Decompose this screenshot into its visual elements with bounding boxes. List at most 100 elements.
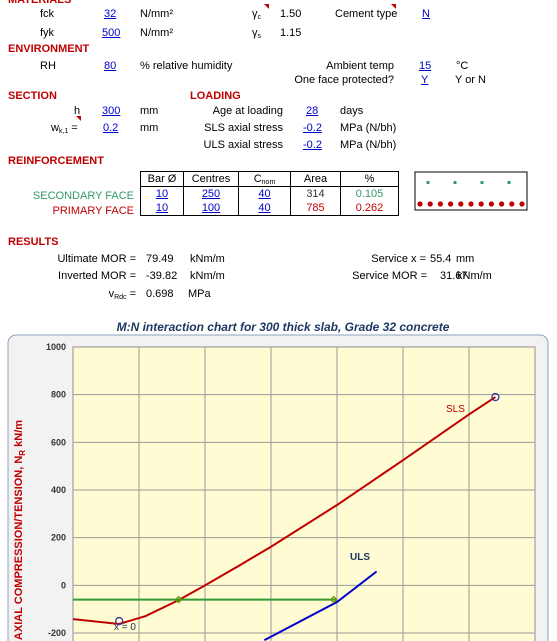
comment-marker [76,116,81,121]
cell-text: kNm/m [457,270,492,282]
cell-text: ULS axial stress [203,139,283,151]
row-label: PRIMARY FACE [52,205,134,217]
marker [329,595,338,604]
header-cell: Cnom [238,171,291,187]
cell-text: SECTION [8,90,57,102]
cell-text: -0.2 [303,139,322,151]
y-axis-label-unit: kN/m [13,420,25,450]
cell-text: LOADING [190,90,241,102]
reinforcement-table: Bar Ø Centres Cnom Area % 10 250 40 314 … [140,171,399,216]
cell-text: fyk [40,27,55,39]
header-cell: % [340,171,399,187]
cell-text: -0.2 [303,122,322,134]
cell-text: N/mm² [140,8,173,20]
y-tick-label: 0 [61,580,66,590]
cell-text: 500 [102,27,121,39]
symbol-part: = [71,122,78,134]
symbol-label: γc [252,7,261,25]
symbol-part: Rdc [114,294,127,301]
symbol-part: γ [252,8,258,20]
cell-text: Y or N [455,74,486,86]
cell-text: RESULTS [8,236,59,248]
cell-text: MPa [188,288,211,300]
y-tick-label: 600 [51,437,66,447]
cell-text: 55.4 [430,253,452,265]
cell-text: -39.82 [146,270,178,282]
cell-text: Service MOR = [352,270,427,282]
cell-text: kNm/m [190,270,225,282]
symbol-part: v [108,288,115,300]
cell-text: kNm/m [190,253,225,265]
symbol-part: w [51,122,59,134]
symbol-part: c [257,14,262,21]
marker [491,392,500,402]
cell-text: Y [421,74,429,86]
header-cell: Area [290,171,341,187]
series-label: SLS [446,404,465,415]
cell-text: SLS axial stress [204,122,283,134]
cell-text: Inverted MOR = [58,270,136,282]
y-axis-label-sub: R [18,450,27,456]
y-tick-label: 1000 [46,342,66,352]
cell-text: 300 [102,105,121,117]
row-label: SECONDARY FACE [32,190,134,202]
y-tick-label: 400 [51,485,66,495]
symbol-part: = [129,288,136,300]
cell-text: 79.49 [146,253,174,265]
y-tick-label: 200 [51,533,66,543]
cell-text: MPa (N/bh) [340,122,397,134]
cell-text: Cement type [335,8,398,20]
cell: 314 [290,186,341,201]
cell-text: MPa (N/bh) [340,139,397,151]
y-axis-label-main: AXIAL COMPRESSION/TENSION, N [13,456,25,640]
symbol-part: k,1 [58,128,69,135]
cell-text: RH [40,60,56,72]
y-tick-label: 800 [51,390,66,400]
plot [73,347,535,641]
series-label: ULS [350,552,370,563]
cell-text: REINFORCEMENT [8,155,104,167]
cell: 40 [238,186,291,201]
comment-marker [264,4,269,9]
cell-text: °C [456,60,469,72]
cell-text: days [340,105,364,117]
header-cell: Centres [183,171,239,187]
cell-text: N [422,8,430,20]
header-sub: nom [261,178,276,186]
cell-text: h [74,105,81,117]
y-tick-label: -200 [48,628,66,638]
cell-text: mm [456,253,475,265]
cell-text: One face protected? [294,74,394,86]
cell-text: fck [40,8,55,20]
symbol-part: s [257,33,262,40]
cell-text: Service x = [371,253,426,265]
cell: 100 [183,201,239,216]
cell-text: 0.698 [146,288,174,300]
cell-text: Ambient temp [326,60,394,72]
series-line [263,570,378,641]
symbol-label: wk,1 = [51,121,78,139]
cell-text: 28 [306,105,319,117]
cell-text: 1.50 [280,8,302,20]
cell-text: 1.15 [280,27,302,39]
comment-marker [391,4,396,9]
cell-text: MATERIALS [8,0,72,6]
cell: 0.262 [340,201,399,216]
y-axis-label: AXIAL COMPRESSION/TENSION, NR kN/m [13,420,27,640]
cell-text: 0.2 [103,122,119,134]
cell-text: % relative humidity [140,60,233,72]
marker [174,595,183,604]
cell: 0.105 [340,186,399,201]
cell: 40 [238,201,291,216]
symbol-label: vRdc = [109,287,136,305]
symbol-label: γs [252,26,261,44]
cell-text: N/mm² [140,27,173,39]
series-line [73,396,496,625]
symbol-part: γ [252,27,258,39]
plot-area [72,346,536,641]
cell-text: 31.67 [440,270,468,282]
chart-title: M:N interaction chart for 300 thick slab… [117,320,450,334]
header-cell: Bar Ø [140,171,184,187]
